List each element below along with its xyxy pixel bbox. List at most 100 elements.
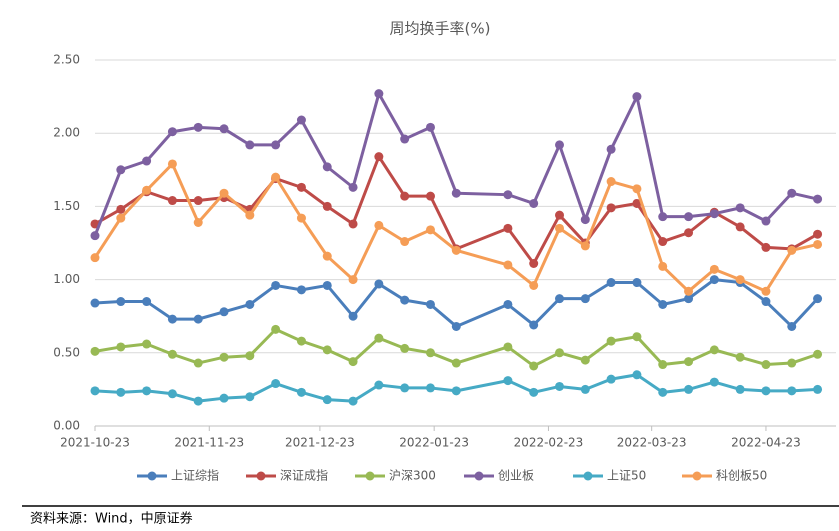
point [348, 396, 358, 406]
point [271, 379, 281, 389]
point [322, 395, 332, 405]
point [529, 198, 539, 208]
point [735, 222, 745, 232]
point [451, 321, 461, 331]
legend-label: 科创板50 [716, 469, 767, 483]
y-tick-label: 1.50 [53, 199, 80, 213]
point [580, 241, 590, 251]
point [400, 237, 410, 247]
point [296, 182, 306, 192]
point [580, 355, 590, 365]
point [761, 297, 771, 307]
legend-marker [583, 471, 593, 481]
point [735, 352, 745, 362]
point [555, 140, 565, 150]
point [245, 351, 255, 361]
point [787, 386, 797, 396]
point [116, 204, 126, 214]
point [606, 144, 616, 154]
point [374, 89, 384, 99]
point [245, 140, 255, 150]
point [167, 196, 177, 206]
y-tick-label: 2.50 [53, 53, 80, 67]
point [684, 384, 694, 394]
point [219, 188, 229, 198]
series-line [93, 92, 818, 237]
point [167, 159, 177, 169]
point [322, 162, 332, 172]
point [90, 386, 100, 396]
point [580, 294, 590, 304]
point [684, 286, 694, 296]
point [374, 333, 384, 343]
point [529, 320, 539, 330]
point [425, 225, 435, 235]
point [348, 311, 358, 321]
point [555, 294, 565, 304]
point [425, 383, 435, 393]
point [116, 342, 126, 352]
point [245, 210, 255, 220]
point [451, 386, 461, 396]
point [90, 231, 100, 241]
point [322, 280, 332, 290]
point [735, 203, 745, 213]
point [658, 387, 668, 397]
point [451, 245, 461, 255]
point [296, 285, 306, 295]
point [374, 220, 384, 230]
point [400, 191, 410, 201]
point [219, 393, 229, 403]
point [348, 275, 358, 285]
point [529, 280, 539, 290]
point [425, 348, 435, 358]
point [580, 215, 590, 225]
point [735, 384, 745, 394]
legend-marker [256, 471, 266, 481]
point [374, 152, 384, 162]
point [606, 374, 616, 384]
point [787, 321, 797, 331]
point [142, 339, 152, 349]
point [555, 210, 565, 220]
legend-marker [365, 471, 375, 481]
legend-label: 创业板 [498, 469, 534, 483]
point [271, 280, 281, 290]
point [813, 229, 823, 239]
point [348, 182, 358, 192]
series-line [94, 278, 819, 328]
point [503, 299, 513, 309]
point [684, 228, 694, 238]
point [529, 387, 539, 397]
point [400, 134, 410, 144]
point [658, 261, 668, 271]
point [219, 352, 229, 362]
point [658, 212, 668, 222]
point [374, 380, 384, 390]
point [787, 245, 797, 255]
point [761, 216, 771, 226]
point [425, 299, 435, 309]
point [709, 209, 719, 219]
point [503, 223, 513, 233]
point [400, 383, 410, 393]
point [632, 184, 642, 194]
point [90, 346, 100, 356]
point [193, 218, 203, 228]
y-tick-label: 1.00 [53, 272, 80, 286]
point [632, 332, 642, 342]
point [322, 251, 332, 261]
x-tick-label: 2021-12-23 [285, 436, 355, 450]
point [322, 345, 332, 355]
series-line [94, 327, 819, 368]
point [271, 324, 281, 334]
point [761, 386, 771, 396]
point [813, 239, 823, 249]
point [813, 349, 823, 359]
x-tick-label: 2022-03-23 [617, 436, 687, 450]
legend-marker [474, 471, 484, 481]
point [529, 361, 539, 371]
legend-label: 深证成指 [280, 468, 328, 483]
point [116, 165, 126, 175]
y-tick-label: 2.00 [53, 126, 80, 140]
